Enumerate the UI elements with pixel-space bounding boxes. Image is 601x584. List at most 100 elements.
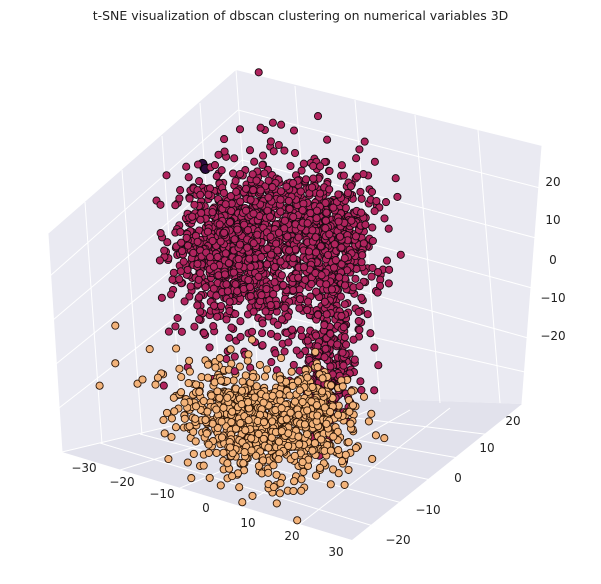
scatter-point [236, 317, 245, 326]
scatter-point [381, 198, 391, 207]
scatter-point [230, 154, 239, 163]
scatter-point [297, 475, 306, 484]
scatter-point [346, 419, 355, 428]
scatter-point [380, 214, 389, 223]
scatter-point [295, 304, 304, 313]
scatter-point [159, 415, 168, 425]
scatter-point [368, 236, 377, 245]
scatter-point [241, 426, 250, 435]
scatter-point [217, 301, 226, 311]
scatter-point [185, 367, 194, 376]
scatter-point [153, 373, 162, 382]
scatter-point [180, 398, 189, 407]
scatter-point [167, 414, 176, 423]
scatter-point [272, 239, 281, 248]
scatter-point [297, 166, 306, 175]
y-tick-label: −20 [385, 533, 410, 547]
scatter-point [322, 419, 331, 428]
scatter-point [173, 313, 182, 323]
scatter-point [276, 479, 285, 488]
scatter-point [276, 187, 286, 196]
scatter-point [178, 246, 187, 256]
scatter-point [295, 440, 304, 449]
scatter-point [176, 227, 185, 236]
scatter-point [293, 377, 303, 386]
scatter-point [217, 166, 226, 175]
scatter-point [284, 196, 293, 205]
scatter-point [266, 232, 275, 241]
scatter-point [309, 174, 318, 183]
scatter-point [326, 362, 335, 371]
scatter-point [189, 449, 198, 458]
scatter-point [244, 275, 253, 285]
scatter-point [286, 161, 295, 171]
scatter-point [249, 209, 258, 218]
scatter-point [259, 418, 269, 427]
scatter-point [357, 258, 366, 267]
scatter-point [177, 327, 186, 336]
scatter-point [203, 227, 212, 236]
scatter-point [235, 362, 244, 371]
scatter-point [190, 200, 199, 209]
scatter-point [358, 251, 367, 260]
scatter-point [340, 300, 349, 309]
scatter-point [313, 363, 322, 372]
scatter-point [180, 414, 189, 423]
scatter-point [184, 173, 193, 182]
scatter-point [234, 254, 243, 264]
scatter-point [360, 137, 369, 146]
scatter-point [320, 320, 329, 330]
scatter-point [225, 297, 234, 306]
scatter-point [391, 174, 400, 183]
scatter-point [252, 176, 261, 185]
scatter-point [188, 212, 197, 221]
scatter-point [374, 361, 383, 370]
scatter-point [261, 307, 270, 316]
scatter-point [180, 297, 189, 306]
scatter-point [373, 288, 382, 297]
scatter-point [163, 238, 172, 247]
scatter-point [372, 196, 381, 206]
scatter-point [246, 282, 255, 292]
scatter-point [202, 429, 211, 438]
scatter-point [246, 195, 255, 204]
scatter-point [228, 407, 237, 416]
scatter-point [209, 322, 218, 331]
scatter-point [282, 415, 291, 424]
scatter-point [215, 220, 224, 229]
scatter-point [329, 432, 338, 441]
scatter-point [111, 321, 120, 330]
points-layer [95, 68, 405, 525]
scatter-point [212, 448, 221, 457]
scatter-point [289, 179, 298, 188]
scatter-point [296, 187, 305, 196]
scatter-point [339, 323, 348, 332]
scatter-point [244, 398, 253, 407]
scatter-point [306, 209, 315, 218]
scatter-point [159, 381, 168, 390]
scatter-point [295, 386, 304, 395]
scatter-point [277, 353, 286, 363]
scatter-point [262, 284, 271, 294]
scatter-point [316, 242, 325, 251]
scatter-point [217, 433, 227, 442]
scatter-point [205, 343, 214, 352]
scatter-point [228, 472, 237, 481]
scatter-point [370, 157, 379, 166]
scatter-point [156, 200, 165, 209]
scatter-point [196, 215, 205, 224]
scatter-point [327, 381, 336, 390]
scatter-point [254, 68, 263, 77]
scatter-point [254, 429, 263, 438]
x-tick-label: −10 [149, 487, 174, 501]
grid-line [139, 433, 411, 506]
scatter-point [220, 270, 230, 279]
scatter-point [325, 230, 334, 239]
scatter-point [193, 160, 203, 169]
scatter-point [311, 331, 321, 340]
scatter-point [245, 254, 254, 263]
scatter-point [320, 403, 329, 412]
scatter-point [179, 257, 188, 266]
scatter-point [344, 465, 353, 474]
scatter-point [247, 335, 257, 344]
